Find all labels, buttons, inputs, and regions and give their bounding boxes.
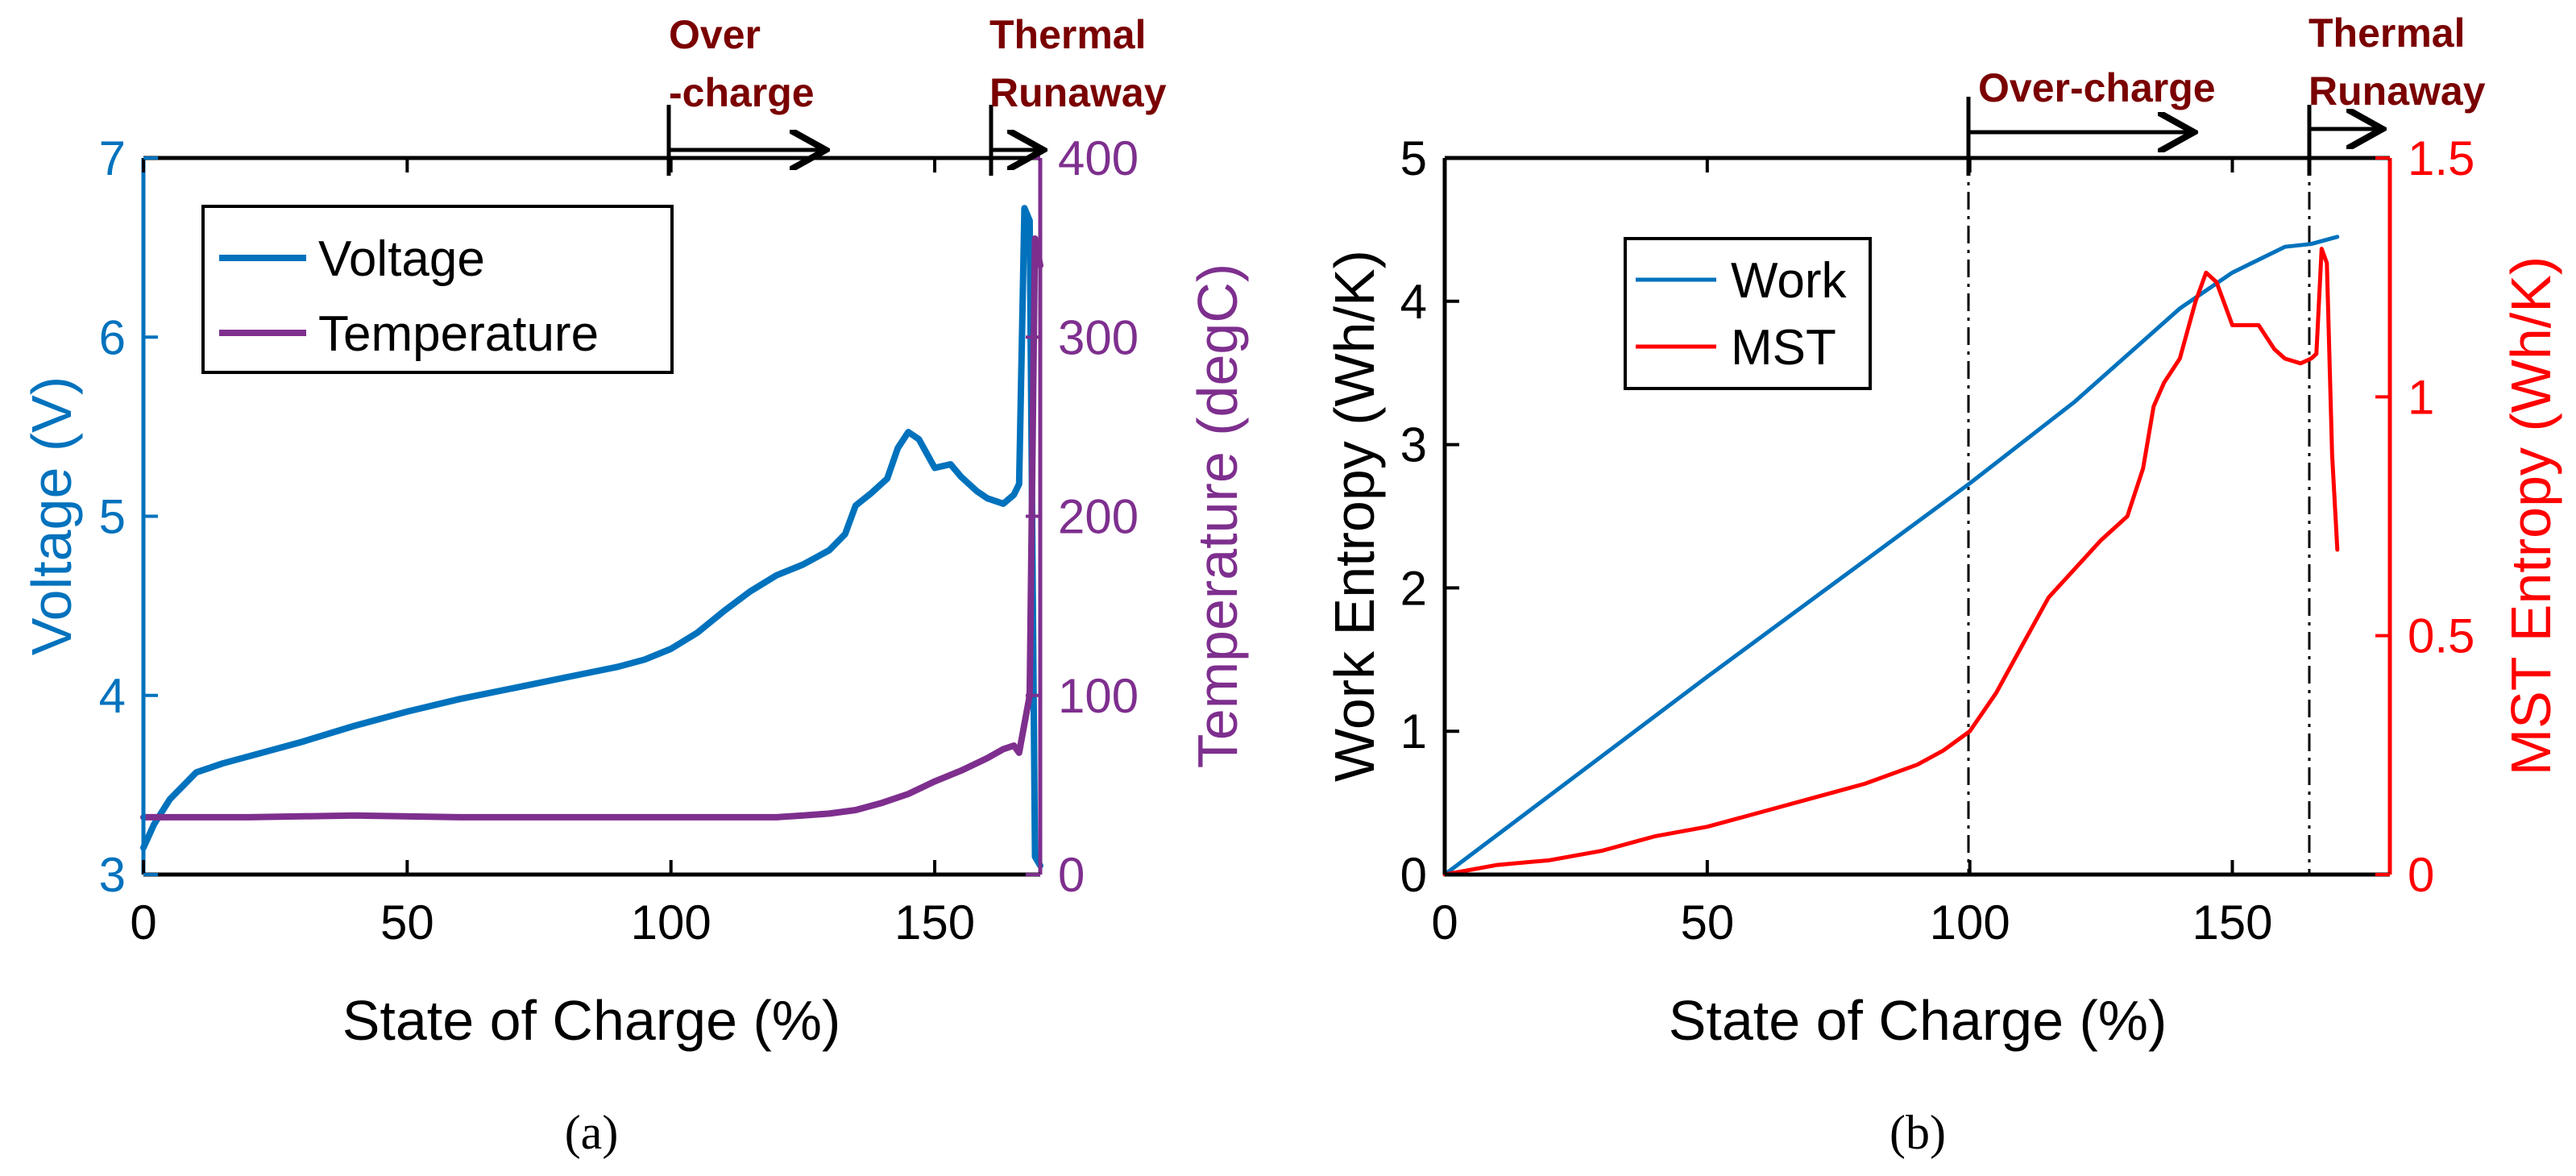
panel-b-overcharge-label: Over-charge (1978, 65, 2216, 110)
panel-b-runaway-label-1: Thermal (2308, 10, 2466, 56)
series-line-temperature (140, 235, 1043, 821)
panel-a-overcharge-label-2: -charge (669, 70, 815, 115)
y2-tick-label: 1 (2408, 370, 2434, 424)
y2-tick-label: 400 (1058, 131, 1139, 185)
panel-a-chart: Voltage Temperature 0 50 100 150 3 4 5 6 7 0 100… (20, 12, 1249, 1159)
series-line-work (1442, 235, 2340, 877)
y2-tick-label: 0.5 (2408, 609, 2474, 663)
panel-a-series (140, 205, 1043, 869)
x-tick-label: 100 (631, 896, 711, 950)
series-line-voltage (140, 205, 1043, 869)
x-tick-label: 0 (1431, 896, 1458, 950)
y-tick-label: 0 (1400, 848, 1427, 902)
panel-b-chart: Work MST 0 50 100 150 0 1 2 3 4 5 0 0.5 1 1.5 State… (1323, 10, 2562, 1159)
x-tick-label: 0 (130, 896, 156, 950)
panel-b-y-ticks: 0 1 2 3 4 5 (1400, 131, 1459, 902)
panel-b-y-label: Work Entropy (Wh/K) (1323, 250, 1386, 782)
x-tick-label: 50 (1680, 896, 1734, 950)
panel-a-y2-ticks: 0 100 200 300 400 (1026, 131, 1139, 902)
legend-label-work: Work (1731, 253, 1848, 309)
panel-b-caption: (b) (1889, 1106, 1946, 1159)
y-tick-label: 4 (99, 669, 126, 723)
y-tick-label: 7 (99, 131, 126, 185)
y-tick-label: 5 (1400, 131, 1427, 185)
y2-tick-label: 100 (1058, 669, 1139, 723)
panel-a-y2-label: Temperature (degC) (1186, 264, 1249, 768)
panel-a-caption: (a) (565, 1106, 619, 1159)
legend-label-temperature: Temperature (318, 306, 599, 362)
panel-b-y2-label: MST Entropy (Wh/K) (2499, 256, 2562, 775)
panel-a-y-label: Voltage (V) (20, 376, 83, 655)
y-tick-label: 4 (1400, 275, 1427, 329)
y-tick-label: 5 (99, 490, 126, 544)
panel-a-runaway-label-1: Thermal (989, 12, 1147, 57)
y-tick-label: 2 (1400, 561, 1427, 615)
y2-tick-label: 1.5 (2408, 131, 2474, 185)
x-tick-label: 150 (894, 896, 975, 950)
panel-b-x-ticks: 0 50 100 150 (1431, 158, 2273, 950)
y2-tick-label: 200 (1058, 490, 1139, 544)
panel-b-legend-box (1624, 237, 1872, 390)
y-tick-label: 1 (1400, 704, 1427, 758)
panel-a-x-label: State of Charge (%) (342, 989, 841, 1052)
panel-a-x-ticks: 0 50 100 150 (130, 158, 975, 950)
legend-label-voltage: Voltage (318, 231, 485, 287)
panel-a-runaway-label-2: Runaway (989, 70, 1167, 115)
legend-label-mst: MST (1731, 320, 1836, 376)
panel-a-legend-box (201, 205, 674, 374)
y-tick-label: 3 (99, 848, 126, 902)
panel-b-x-label: State of Charge (%) (1669, 989, 2167, 1052)
y2-tick-label: 0 (1058, 848, 1085, 902)
y-tick-label: 3 (1400, 418, 1427, 472)
x-tick-label: 100 (1930, 896, 2010, 950)
y-tick-label: 6 (99, 310, 126, 364)
y2-tick-label: 0 (2408, 848, 2434, 902)
x-tick-label: 150 (2192, 896, 2272, 950)
x-tick-label: 50 (380, 896, 434, 950)
panel-b-runaway-label-2: Runaway (2308, 69, 2486, 114)
series-line-mst (1442, 247, 2340, 877)
panel-a-y-ticks: 3 4 5 6 7 (99, 131, 158, 902)
panel-b-y2-ticks: 0 0.5 1 1.5 (2375, 131, 2474, 902)
panel-a-overcharge-label-1: Over (669, 12, 761, 57)
panel-b-series (1442, 235, 2340, 877)
y2-tick-label: 300 (1058, 310, 1139, 364)
